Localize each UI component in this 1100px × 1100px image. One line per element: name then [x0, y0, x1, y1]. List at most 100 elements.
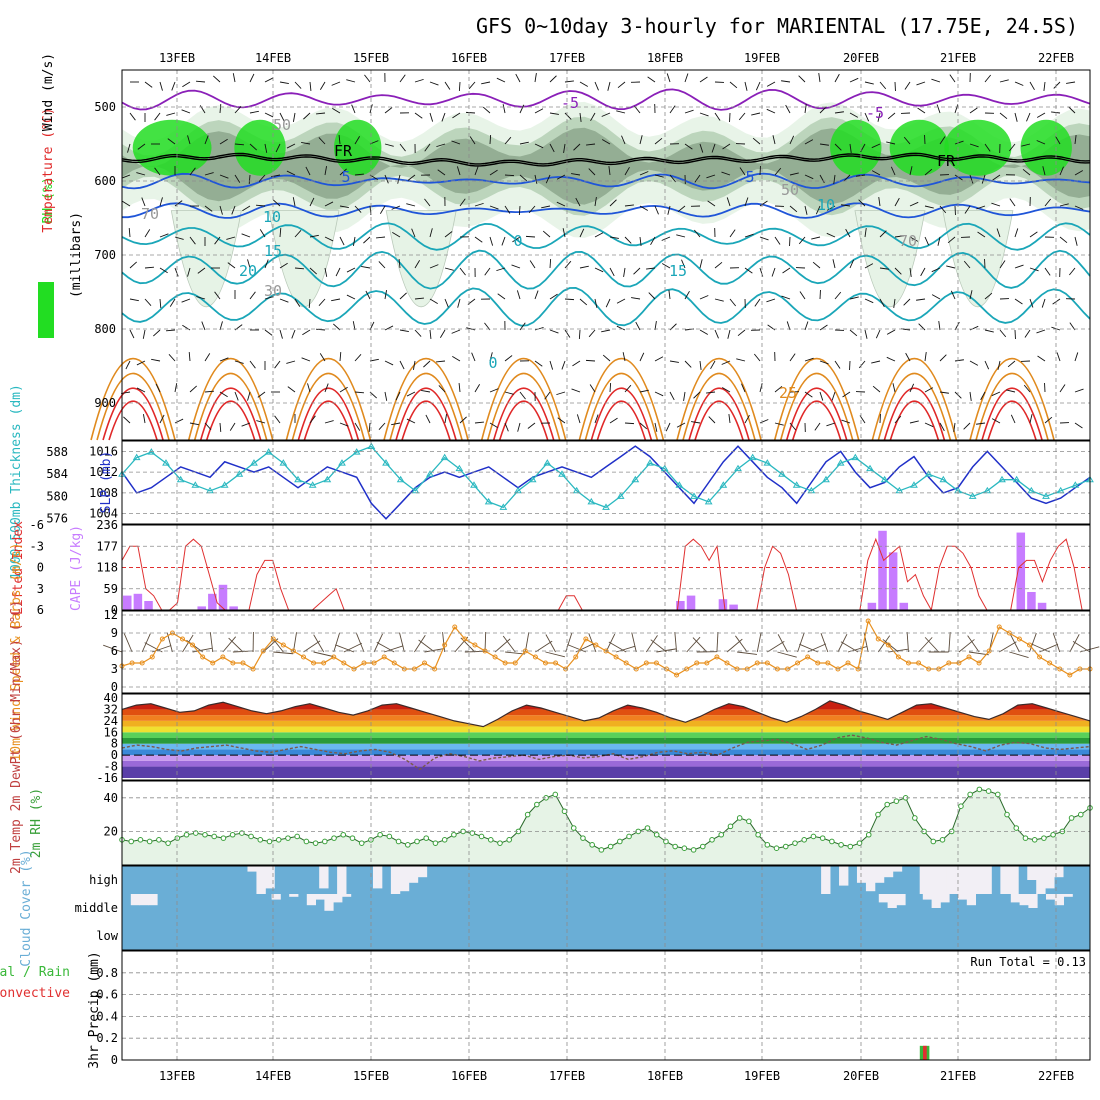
wind10m-point [643, 660, 649, 666]
wind-barb [234, 143, 245, 146]
wind-barb [976, 422, 986, 425]
warm-lobe-5-0 [578, 357, 665, 441]
thickness-point [998, 475, 1006, 483]
rh2m-point [257, 837, 264, 843]
rh2m-point [1004, 811, 1010, 818]
wind-barb [468, 81, 476, 90]
rh2m-point [995, 791, 1001, 798]
wind-barb [811, 236, 821, 240]
wind10m-point [1016, 636, 1022, 642]
rh2m-point [764, 842, 771, 848]
wind10m-barb [686, 636, 701, 653]
wind-barb [549, 258, 552, 269]
wind-barb [549, 329, 559, 334]
day-label-top-21FEB: 21FEB [940, 51, 976, 65]
wind-barb [579, 298, 588, 306]
rh2m-point [192, 830, 199, 836]
wind-barb [798, 236, 806, 245]
wind-barb [759, 200, 768, 207]
thickness-point [162, 459, 170, 466]
wind-barb [303, 112, 311, 120]
wind-barb [1029, 267, 1039, 272]
rh2m-point [285, 835, 291, 841]
thickness-point [323, 475, 332, 483]
wind-barb [181, 109, 191, 114]
wind-barb [309, 267, 317, 275]
pressure-tick-800: 800 [94, 322, 116, 336]
wind-barb [489, 169, 498, 176]
wind-barb [963, 260, 971, 269]
precip-conv-bar [922, 1045, 927, 1060]
wind-barb [789, 422, 797, 431]
wind-barb [977, 231, 986, 238]
wind-barb [414, 260, 421, 269]
wind-barb [354, 205, 362, 213]
cloud-cell-middle [130, 894, 140, 906]
wind10m-barb [545, 634, 556, 653]
wind-barb [677, 205, 686, 213]
warm-lobe-0-1 [96, 372, 170, 441]
wind-tick-9: 9 [111, 626, 118, 640]
rh2m-point [690, 847, 697, 853]
rh2m-point [893, 798, 900, 804]
wind-barb [397, 174, 401, 184]
slp-tick-1004: 1004 [89, 507, 118, 521]
wind-barb [864, 81, 874, 85]
wind-barb [324, 420, 334, 424]
warm-lobe-9-3 [987, 400, 1037, 441]
wind-barb [676, 234, 686, 238]
warm-lobe-8-2 [883, 387, 946, 441]
wind-barb [571, 173, 581, 176]
wind-barb [354, 391, 365, 394]
wind-barb [1014, 228, 1019, 238]
rh2m-point [782, 843, 789, 850]
wind-barb [826, 422, 836, 427]
wind-barb [438, 385, 446, 393]
wind-barb [496, 77, 506, 83]
wind10m-barb [333, 632, 341, 653]
wind-barb [774, 167, 782, 176]
wind10m-point [674, 672, 680, 678]
wind10m-point [502, 660, 508, 666]
wind-barb [125, 360, 131, 370]
rh2m-point [930, 838, 937, 845]
wind-barb [128, 227, 131, 238]
wind-barb [1024, 329, 1031, 338]
wind-barb [174, 200, 183, 207]
wind-barb [465, 111, 476, 114]
wind10m-barb [535, 640, 553, 653]
wind-barb [903, 136, 911, 145]
wind10m-barb [1052, 632, 1061, 653]
wind-barb [894, 197, 900, 207]
wind-barb [378, 422, 386, 430]
warm-lobe-8-1 [877, 372, 952, 441]
cloud-cell-high [821, 866, 831, 894]
cloud-tick-low: low [96, 929, 118, 943]
wind-barb [609, 199, 617, 207]
precip-tick-0.6: 0.6 [96, 988, 118, 1002]
lifted-index-line [121, 537, 1090, 612]
cloud-cell-high [247, 866, 257, 872]
wind-barb [969, 391, 972, 401]
temp-band-0 [122, 766, 1090, 778]
thickness-point [792, 481, 801, 488]
wind-barb [665, 422, 671, 432]
wind-barb [247, 391, 251, 401]
wind-barb [384, 174, 389, 184]
wind-barb [744, 267, 753, 274]
wind-barb [594, 81, 599, 91]
wind-barb [384, 391, 388, 401]
wind-barb [939, 354, 947, 362]
wind10m-point [280, 642, 286, 648]
wind-barb [346, 79, 356, 83]
rh2m-point [819, 835, 826, 841]
wind-barb [151, 358, 161, 362]
wind-barb [458, 81, 461, 92]
wind-barb [204, 422, 212, 430]
wind-barb [588, 168, 596, 176]
rh2m-point [709, 837, 715, 843]
cloud-cell-middle [148, 894, 158, 906]
wind10m-barb [228, 637, 244, 653]
wind-barb [589, 384, 596, 393]
